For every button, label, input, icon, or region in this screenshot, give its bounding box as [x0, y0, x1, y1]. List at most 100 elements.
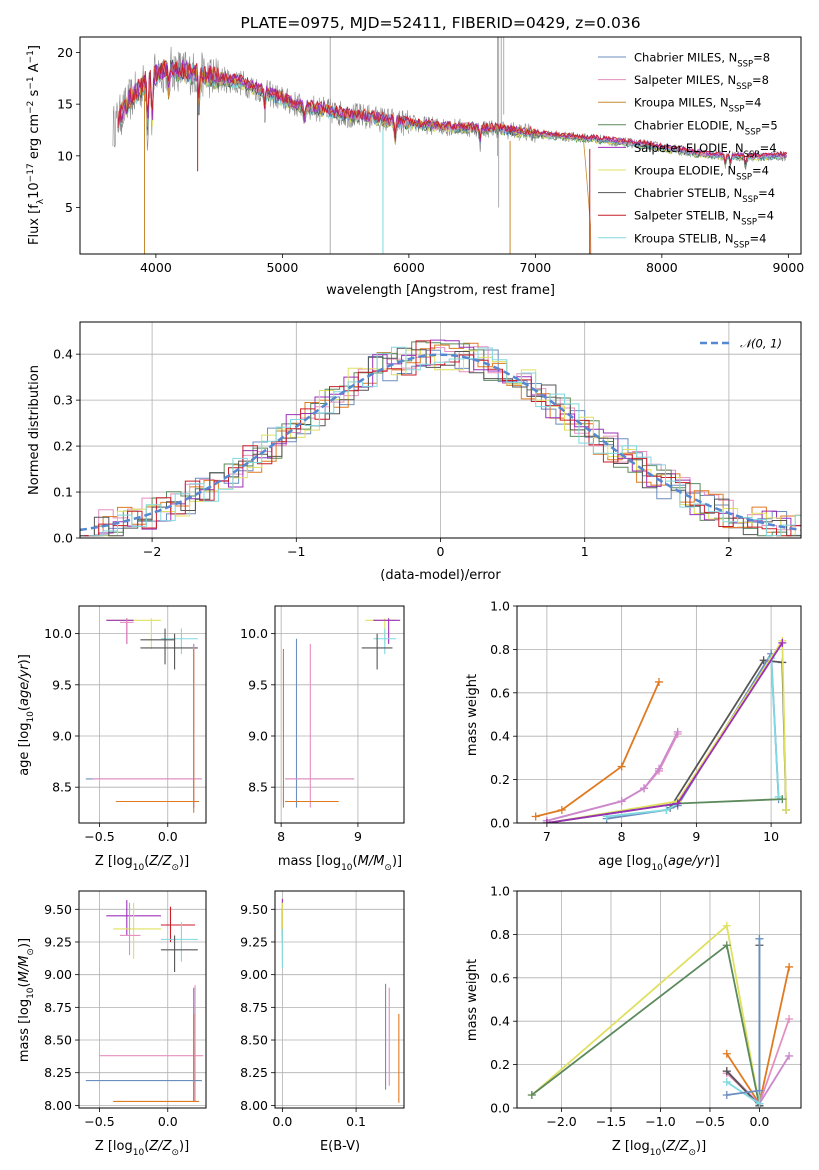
label-part: age/yr: [668, 854, 711, 869]
weight-marker: [722, 1049, 731, 1058]
x-axis-label: wavelength [Angstrom, rest frame]: [326, 283, 555, 298]
y-tick-label: 10.0: [240, 626, 268, 641]
axes-2: [75, 605, 207, 827]
x-tick-label: 5000: [266, 260, 298, 275]
residual-histogram-step: [88, 349, 801, 537]
legend-subscript: SSP: [736, 82, 752, 92]
y-tick-label: 0.2: [53, 439, 73, 454]
weight-marker: [557, 805, 566, 814]
weight-marker: [527, 1090, 536, 1099]
y-tick-label: 0.0: [490, 1101, 510, 1116]
y-tick-label: 8.50: [240, 1033, 268, 1048]
x-tick-label: −1.5: [596, 1114, 626, 1129]
legend-label: Salpeter MILES, NSSP=8: [634, 73, 769, 92]
x-tick-label: 0.0: [158, 1114, 178, 1129]
axes-frame: [79, 36, 802, 255]
label-part: 10: [26, 711, 36, 723]
label-part: ]: [27, 45, 42, 50]
weight-marker: [655, 677, 663, 686]
legend-label: Salpeter STELIB, NSSP=4: [634, 209, 774, 228]
y-tick-label: 9.00: [240, 967, 268, 982]
weight-marker: [755, 1086, 764, 1095]
label-part: 10: [27, 182, 42, 199]
y-tick-label: 8.25: [240, 1065, 268, 1080]
legend-label: Kroupa STELIB, NSSP=4: [634, 231, 766, 250]
weight-marker: [662, 805, 671, 814]
legend-text: =4: [749, 231, 766, 245]
weight-marker: [778, 638, 787, 647]
label-part: Flux [f: [27, 204, 42, 245]
y-tick-label: 8.00: [240, 1098, 268, 1113]
legend-subscript: SSP: [737, 60, 753, 70]
y-tick-label: 0.6: [490, 685, 510, 700]
legend-subscript: SSP: [745, 127, 761, 137]
x-axis-label: (data-model)/error: [380, 568, 501, 583]
weight-curve: [535, 681, 660, 818]
label-part: 10: [651, 863, 663, 873]
label-part: −1: [26, 50, 36, 63]
legend-text: =4: [760, 141, 777, 155]
label-part: −2: [26, 101, 36, 114]
y-tick-label: 15: [57, 97, 73, 112]
label-part: Z/Z: [148, 854, 172, 869]
label-part: 10: [133, 863, 145, 873]
label-part: (: [661, 1139, 666, 1154]
y-tick-label: 9.25: [44, 934, 72, 949]
x-axis-label: Z [log10(Z/Z⊙)]: [612, 1139, 706, 1158]
weight-curve: [546, 733, 679, 822]
plot-area-6: [275, 891, 404, 1108]
x-tick-label: −1.0: [645, 1114, 675, 1129]
x-tick-label: 7000: [519, 260, 551, 275]
x-tick-label: 7: [543, 829, 551, 844]
legend-text: Kroupa MILES, N: [634, 96, 729, 110]
weight-marker: [778, 795, 787, 804]
legend-text: Chabrier ELODIE, N: [634, 118, 745, 132]
label-part: (: [144, 1139, 149, 1154]
x-tick-label: 9: [354, 829, 362, 844]
plot-area-5: [79, 891, 206, 1108]
y-tick-label: 1.0: [490, 884, 510, 899]
legend-subscript: SSP: [741, 218, 757, 228]
weight-marker: [617, 762, 626, 771]
weight-marker: [542, 819, 551, 823]
x-tick-label: 0.1: [346, 1114, 366, 1129]
x-tick-label: 0.0: [272, 1114, 292, 1129]
label-part: )]: [710, 854, 720, 869]
label-part: s: [27, 89, 42, 100]
plot-area-3: [275, 606, 404, 823]
label-part: (: [144, 854, 149, 869]
label-part: )]: [696, 1139, 706, 1154]
chart-title: PLATE=0975, MJD=52411, FIBERID=0429, z=0…: [240, 14, 640, 32]
plot-area-4: [517, 606, 801, 823]
label-part: erg cm: [27, 114, 42, 163]
axes-5: [75, 890, 207, 1112]
residual-histogram-step: [80, 349, 801, 537]
label-part: 10: [650, 1148, 662, 1158]
label-part: −1: [26, 76, 36, 89]
legend-label: Chabrier ELODIE, NSSP=5: [634, 118, 778, 137]
y-tick-label: 0.0: [53, 531, 73, 546]
axes-7: [513, 890, 802, 1112]
axes-frame: [516, 890, 802, 1109]
label-part: )]: [17, 654, 32, 664]
axes-frame: [274, 605, 405, 824]
weight-marker: [673, 727, 682, 736]
x-tick-label: −2: [143, 544, 161, 559]
label-part: Z [log: [95, 1139, 133, 1154]
y-tick-label: 0.4: [490, 1014, 510, 1029]
y-tick-label: 9.25: [240, 934, 268, 949]
weight-marker: [531, 812, 540, 821]
y-tick-label: 0.8: [490, 642, 510, 657]
x-tick-label: −0.5: [84, 829, 114, 844]
axes-frame: [78, 605, 207, 824]
y-tick-label: 9.50: [44, 902, 72, 917]
x-tick-label: 6000: [393, 260, 425, 275]
x-tick-label: 8000: [646, 260, 678, 275]
legend-subscript: SSP: [744, 150, 760, 160]
legend-text: Chabrier STELIB, N: [634, 186, 742, 200]
x-axis-label: E(B-V): [320, 1139, 360, 1154]
label-part: A: [27, 63, 42, 76]
weight-curve: [531, 923, 761, 1106]
y-axis-label: mass weight: [465, 674, 480, 756]
x-axis-label: age [log10(age/yr)]: [598, 854, 720, 873]
